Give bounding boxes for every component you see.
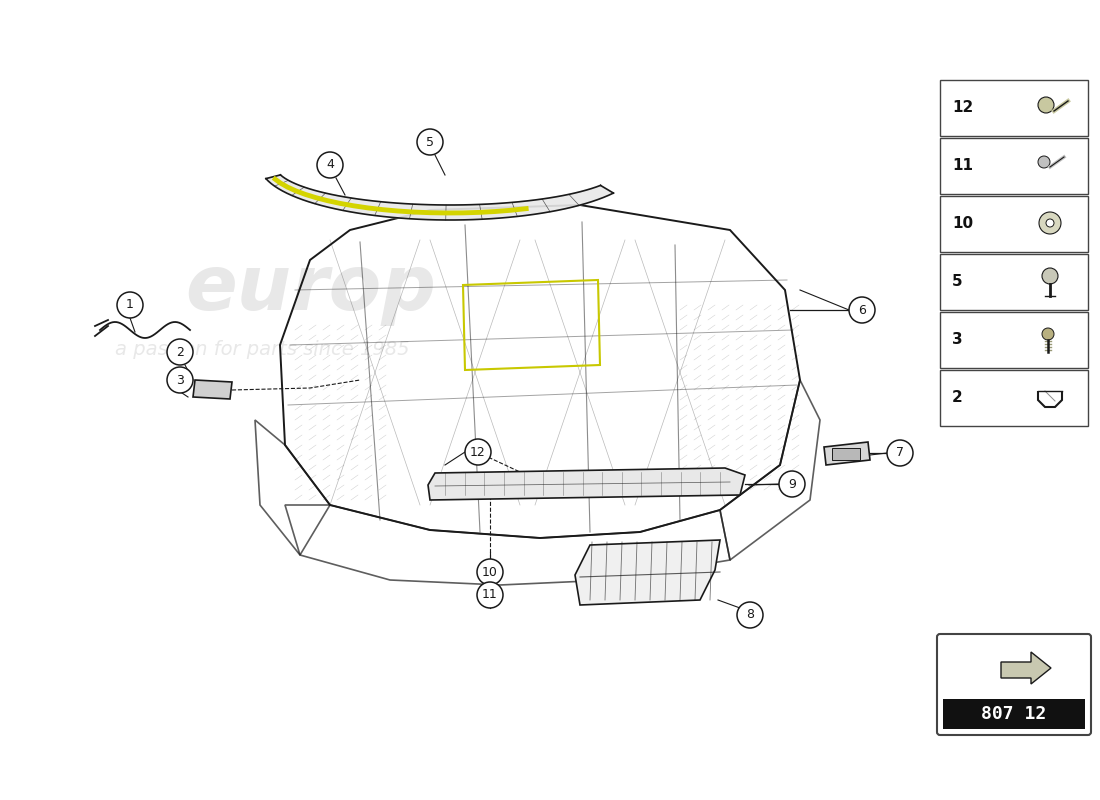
Text: 12: 12 [952,99,974,114]
Text: 11: 11 [482,589,498,602]
FancyBboxPatch shape [937,634,1091,735]
Text: 10: 10 [482,566,498,578]
Circle shape [317,152,343,178]
Circle shape [887,440,913,466]
Text: 5: 5 [426,135,434,149]
Text: 7: 7 [896,446,904,459]
Circle shape [167,367,192,393]
Circle shape [779,471,805,497]
Text: 4: 4 [326,158,334,171]
Text: europ: europ [185,252,436,326]
Text: 807 12: 807 12 [981,705,1046,723]
Polygon shape [192,380,232,399]
Circle shape [1040,212,1062,234]
Text: 1: 1 [126,298,134,311]
Circle shape [1046,219,1054,227]
Circle shape [417,129,443,155]
Circle shape [1038,156,1050,168]
Circle shape [477,582,503,608]
Bar [940,80,1088,136]
Polygon shape [1001,652,1050,684]
Circle shape [477,559,503,585]
Circle shape [849,297,875,323]
Text: 2: 2 [176,346,184,358]
Circle shape [167,339,192,365]
Bar [940,138,1088,194]
Text: 9: 9 [788,478,796,490]
Bar [940,370,1088,426]
Text: 12: 12 [470,446,486,458]
Text: 8: 8 [746,609,754,622]
Text: 5: 5 [952,274,962,289]
Circle shape [1042,328,1054,340]
Text: 3: 3 [952,331,962,346]
Bar [940,312,1088,368]
Circle shape [1042,268,1058,284]
Bar [832,448,860,460]
Text: 6: 6 [858,303,866,317]
Polygon shape [266,175,614,220]
Circle shape [737,602,763,628]
Polygon shape [824,442,870,465]
Text: a passion for parts since 1985: a passion for parts since 1985 [116,340,409,359]
Text: 11: 11 [952,158,974,173]
Bar [940,196,1088,252]
Text: 2: 2 [952,390,962,405]
Text: 3: 3 [176,374,184,386]
Bar [943,699,1085,729]
Text: 10: 10 [952,215,974,230]
Circle shape [117,292,143,318]
Circle shape [1038,97,1054,113]
Circle shape [465,439,491,465]
Bar [940,254,1088,310]
Polygon shape [575,540,721,605]
Polygon shape [428,468,745,500]
